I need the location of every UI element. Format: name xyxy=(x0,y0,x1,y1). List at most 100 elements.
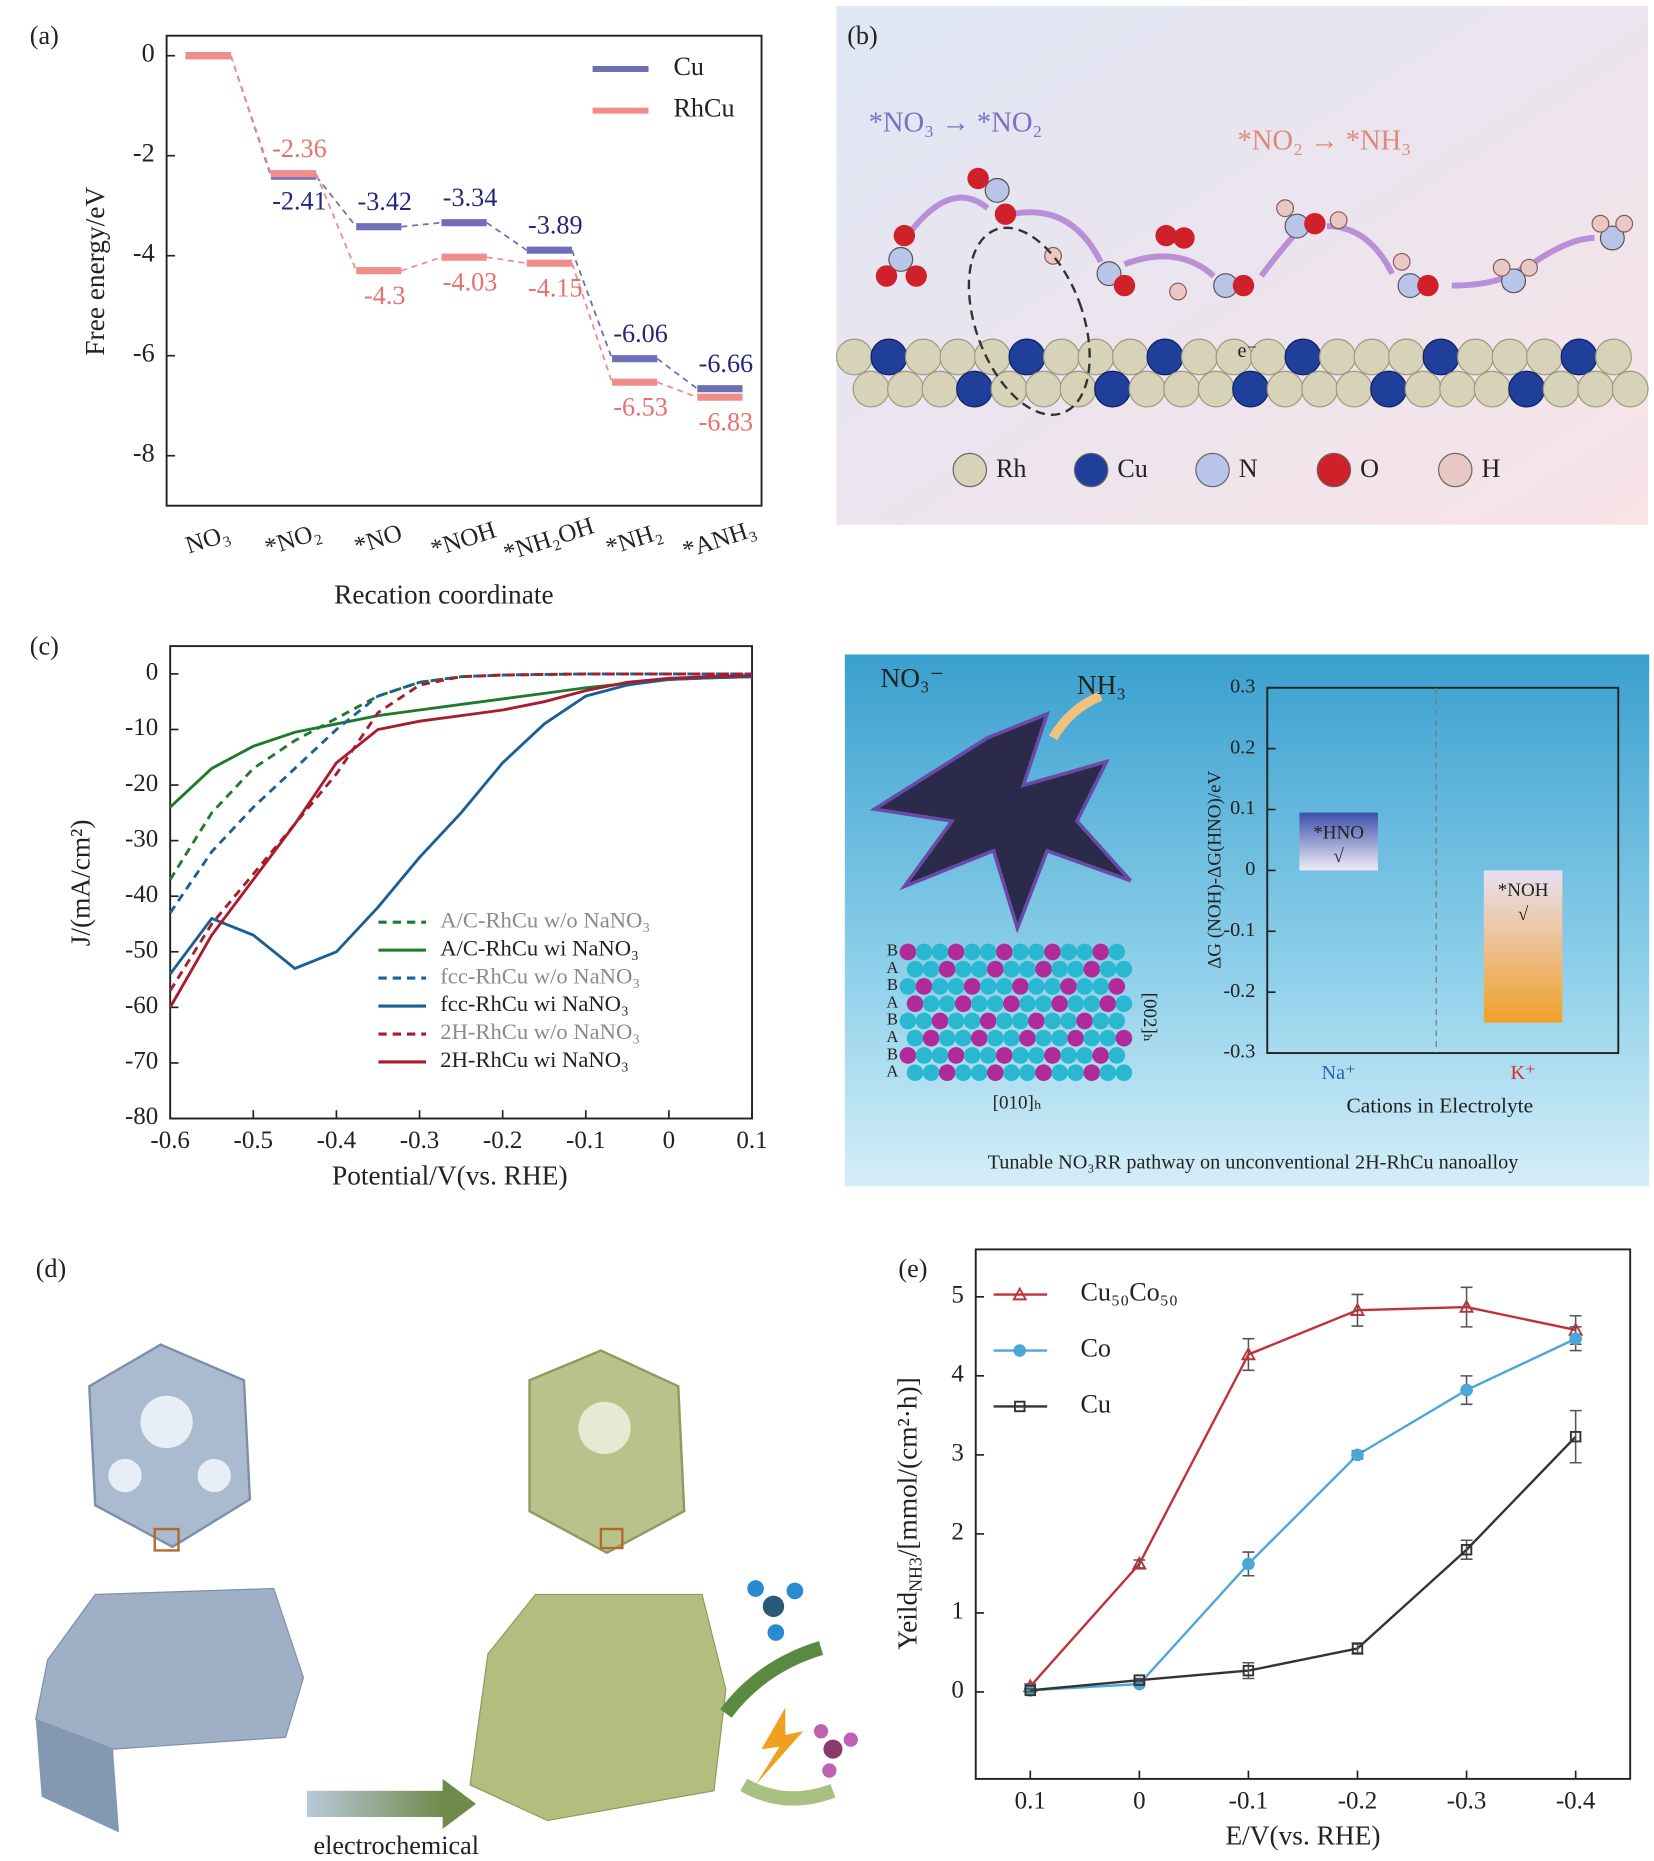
value-label: -2.41 xyxy=(272,187,326,216)
coated-strut xyxy=(469,1593,727,1822)
lattice-atom xyxy=(1092,1047,1110,1064)
panel-d: (d) electrochemical deposition xyxy=(35,1254,858,1860)
lattice-atom xyxy=(970,1064,988,1082)
atom xyxy=(1284,338,1322,376)
marker xyxy=(1351,1448,1364,1462)
lattice-atom xyxy=(995,978,1013,995)
lattice-atom xyxy=(938,1029,956,1047)
lattice-atom xyxy=(1019,1029,1036,1047)
atom xyxy=(1042,338,1080,376)
y-tick-label: -70 xyxy=(125,1048,158,1075)
marker xyxy=(1012,1286,1028,1301)
atom xyxy=(1111,338,1149,376)
bar-label: √ xyxy=(1518,904,1529,925)
lattice-atom xyxy=(1035,1064,1052,1082)
bar xyxy=(1483,870,1563,1023)
x-tick-label: -0.4 xyxy=(1556,1787,1596,1814)
y-axis-text: Yeild xyxy=(893,1592,923,1650)
lattice-atom xyxy=(987,1064,1004,1082)
molecule xyxy=(823,1739,843,1759)
series-line xyxy=(1029,1305,1576,1688)
lattice-atom xyxy=(1003,1029,1020,1047)
lattice-atom xyxy=(963,1012,981,1030)
marker xyxy=(1133,1674,1146,1686)
legend-swatch xyxy=(952,452,988,488)
x-tick-label: K⁺ xyxy=(1510,1062,1535,1084)
stacking-label: A xyxy=(886,958,898,977)
series-line xyxy=(169,675,753,975)
atom xyxy=(1266,370,1304,408)
marker xyxy=(1351,1642,1364,1655)
pore xyxy=(108,1458,142,1493)
molecule xyxy=(786,1582,804,1600)
lattice-atom xyxy=(899,943,917,961)
lattice-atom xyxy=(979,943,997,961)
lattice-atom xyxy=(954,1029,972,1047)
connector xyxy=(486,221,528,251)
plot-frame xyxy=(974,1248,1632,1780)
axis-label: [010]ₕ xyxy=(993,1093,1042,1114)
atom xyxy=(1180,338,1218,376)
atom xyxy=(1146,338,1184,376)
x-tick-label: 0 xyxy=(1133,1787,1145,1814)
connector xyxy=(315,175,357,228)
product-arrow xyxy=(1048,691,1103,741)
lattice-atom xyxy=(1067,1029,1085,1047)
atom xyxy=(939,338,977,376)
stacking-label: B xyxy=(887,975,898,994)
marker xyxy=(1349,1302,1366,1316)
arrow-head xyxy=(442,1778,476,1829)
value-label: -3.42 xyxy=(358,187,412,216)
value-label: -2.36 xyxy=(272,134,326,163)
panel-label: (e) xyxy=(898,1254,927,1283)
atom xyxy=(1232,370,1270,408)
connector xyxy=(401,221,442,228)
atom xyxy=(1335,370,1373,408)
legend-swatch xyxy=(1438,452,1473,488)
zoom-box xyxy=(599,1527,624,1550)
x-tick-label: -0.3 xyxy=(1447,1787,1487,1814)
lattice-atom xyxy=(1076,978,1093,995)
lattice-atom xyxy=(995,1047,1013,1064)
lattice-atom xyxy=(970,995,988,1013)
lattice-atom xyxy=(963,943,981,961)
lattice-atom xyxy=(1019,995,1036,1013)
lattice-atom xyxy=(1083,960,1101,978)
lattice-atom xyxy=(1019,1064,1036,1082)
x-tick-label: 0.1 xyxy=(1015,1787,1046,1814)
x-axis-text: E/V(vs. RHE) xyxy=(1225,1821,1380,1851)
surface xyxy=(835,338,1649,408)
stacking-label: B xyxy=(887,1010,898,1029)
x-tick-label: -0.6 xyxy=(150,1127,190,1154)
legend-label: H xyxy=(1481,454,1500,483)
value-label: -6.06 xyxy=(613,319,667,348)
y-tick-label: -40 xyxy=(125,881,158,908)
atom xyxy=(1025,370,1063,408)
panel-label: (c) xyxy=(30,631,59,660)
atom xyxy=(870,338,908,376)
series-line xyxy=(1030,1435,1577,1692)
atom xyxy=(1473,370,1511,408)
y-tick-label: 2 xyxy=(951,1519,963,1546)
lattice-atom xyxy=(1035,960,1052,978)
value-label: -3.89 xyxy=(528,211,582,240)
plot-frame xyxy=(165,34,763,507)
lattice-atom xyxy=(1051,960,1068,978)
lattice-atom xyxy=(1060,1012,1077,1030)
energy-bolt xyxy=(755,1707,804,1785)
lattice-atom xyxy=(915,943,933,961)
x-tick-label: *ANH₃ xyxy=(679,515,759,564)
molecules xyxy=(875,167,1634,301)
bar-label: √ xyxy=(1333,846,1344,867)
marker xyxy=(1460,1383,1473,1397)
product-label: NH₃ xyxy=(1077,670,1126,700)
lattice-atom xyxy=(1108,1047,1126,1064)
marker xyxy=(1460,1543,1473,1556)
lattice-atom xyxy=(1083,1064,1101,1082)
series-line xyxy=(169,675,753,809)
y-tick-label: 0 xyxy=(142,39,155,68)
x-tick-label: *NO xyxy=(351,519,406,560)
lattice-atom xyxy=(1035,995,1052,1013)
